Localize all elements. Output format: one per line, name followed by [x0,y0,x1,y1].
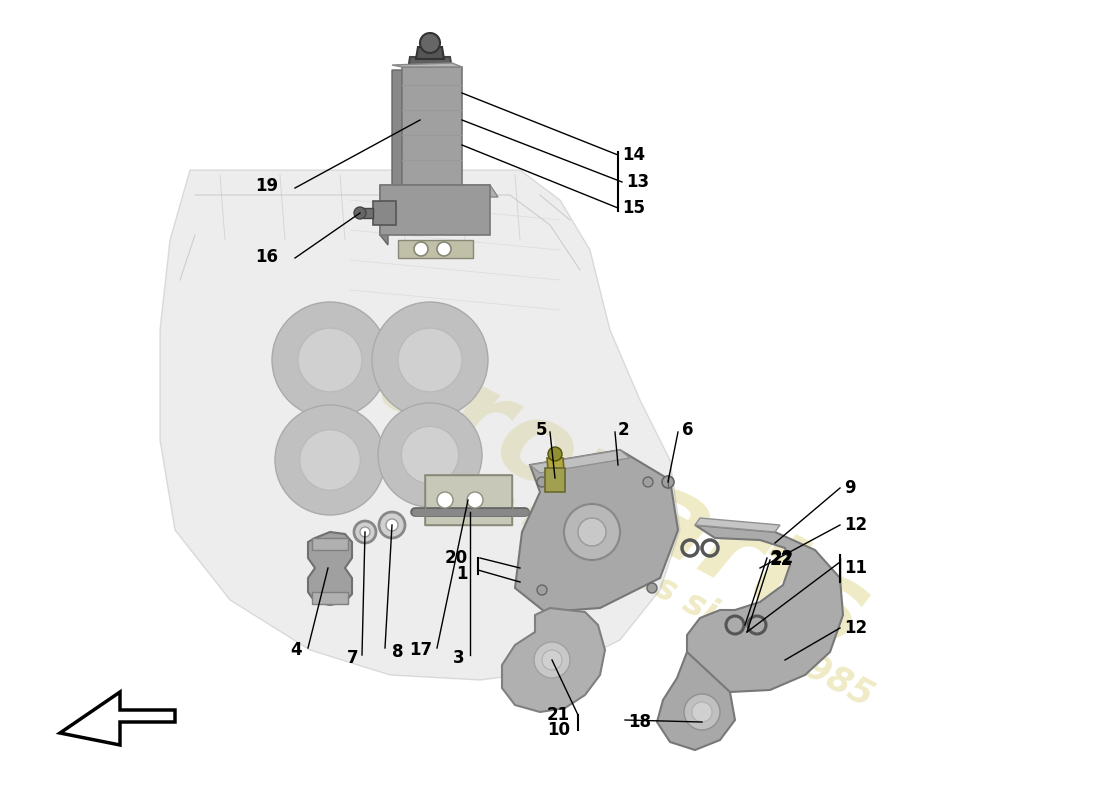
Text: 12: 12 [844,516,867,534]
Circle shape [360,527,370,537]
Polygon shape [502,608,605,712]
Polygon shape [544,468,565,492]
Circle shape [298,328,362,392]
Text: 21: 21 [547,706,570,724]
Circle shape [398,328,462,392]
Circle shape [578,518,606,546]
Text: a passion for parts since 1985: a passion for parts since 1985 [341,406,879,714]
Text: 10: 10 [547,721,570,739]
Polygon shape [695,518,780,532]
Text: 11: 11 [844,559,867,577]
Text: 20: 20 [444,549,468,567]
Circle shape [414,242,428,256]
Circle shape [275,405,385,515]
Polygon shape [547,458,564,470]
Text: 7: 7 [346,649,358,667]
Text: europarts: europarts [294,289,887,671]
Text: 18: 18 [628,713,651,731]
Polygon shape [392,70,402,195]
Text: 4: 4 [290,641,303,659]
Text: 1: 1 [456,565,468,583]
Circle shape [534,642,570,678]
Polygon shape [515,450,678,612]
Polygon shape [312,592,348,604]
Circle shape [354,521,376,543]
Polygon shape [160,170,680,680]
Polygon shape [379,185,490,235]
Text: 19: 19 [255,177,278,195]
Circle shape [420,33,440,53]
Text: 12: 12 [844,619,867,637]
Circle shape [354,207,366,219]
Circle shape [548,447,562,461]
Circle shape [299,430,361,490]
Text: 6: 6 [682,421,693,439]
Circle shape [692,702,712,722]
Circle shape [662,476,674,488]
Polygon shape [425,475,512,525]
Polygon shape [363,208,373,218]
Circle shape [684,694,721,730]
Circle shape [647,583,657,593]
Circle shape [537,585,547,595]
Circle shape [542,650,562,670]
Circle shape [378,403,482,507]
Polygon shape [398,240,473,258]
Text: 3: 3 [453,649,465,667]
Polygon shape [379,185,498,197]
Circle shape [564,504,620,560]
Text: 22: 22 [771,549,794,567]
Circle shape [272,302,388,418]
Text: 14: 14 [621,146,645,164]
Polygon shape [373,201,396,225]
Text: 16: 16 [255,248,278,266]
Polygon shape [392,63,462,67]
Text: 2: 2 [618,421,629,439]
Polygon shape [308,532,352,605]
Text: 22: 22 [770,551,793,569]
Text: 8: 8 [392,643,404,661]
Circle shape [537,477,547,487]
Circle shape [379,512,405,538]
Circle shape [402,426,459,483]
Text: 13: 13 [626,173,649,191]
Text: 9: 9 [844,479,856,497]
Polygon shape [379,185,388,245]
Circle shape [644,477,653,487]
Polygon shape [416,47,444,59]
Circle shape [386,519,398,531]
Polygon shape [530,450,630,473]
Text: 15: 15 [621,199,645,217]
Polygon shape [402,67,462,185]
Polygon shape [688,525,843,692]
Text: 17: 17 [409,641,432,659]
Circle shape [437,242,451,256]
Circle shape [372,302,488,418]
Circle shape [468,492,483,508]
Text: 5: 5 [536,421,547,439]
Polygon shape [408,57,452,70]
Circle shape [437,492,453,508]
Polygon shape [60,692,175,745]
Polygon shape [312,538,348,550]
Polygon shape [657,652,735,750]
